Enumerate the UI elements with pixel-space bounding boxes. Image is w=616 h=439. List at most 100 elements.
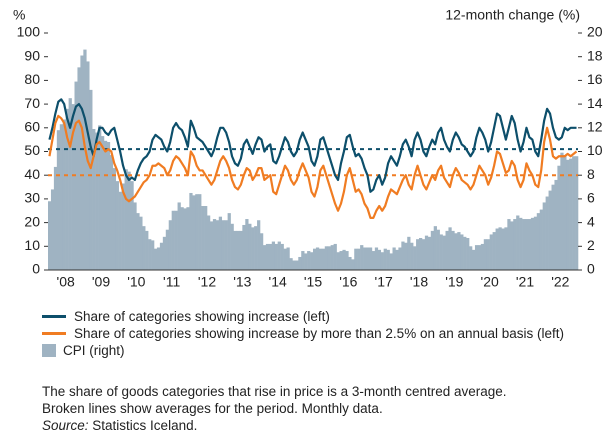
bar bbox=[92, 128, 96, 270]
bar bbox=[566, 159, 570, 270]
bar bbox=[348, 256, 352, 270]
bar bbox=[224, 220, 228, 270]
bar bbox=[221, 220, 225, 270]
bar bbox=[106, 142, 111, 270]
bar bbox=[65, 108, 69, 270]
bar bbox=[201, 206, 205, 270]
bar bbox=[103, 140, 108, 270]
bar bbox=[333, 243, 337, 270]
bar bbox=[233, 230, 237, 270]
x-tick-label: '09 bbox=[92, 274, 110, 290]
y2-tick-label: 2 bbox=[587, 237, 595, 253]
bar bbox=[516, 215, 520, 270]
bar bbox=[392, 247, 396, 270]
bar bbox=[401, 241, 405, 270]
bar bbox=[513, 219, 517, 270]
bar bbox=[489, 234, 493, 270]
bar bbox=[510, 221, 514, 270]
bar bbox=[209, 221, 214, 270]
bar bbox=[548, 190, 552, 270]
note: Broken lines show averages for the perio… bbox=[42, 401, 383, 416]
bar bbox=[115, 181, 119, 270]
bar bbox=[280, 243, 284, 270]
y2-tick-label: 14 bbox=[587, 95, 603, 111]
y-tick-label: 0 bbox=[32, 261, 40, 277]
bar bbox=[492, 232, 496, 270]
y-tick-label: 50 bbox=[24, 142, 40, 158]
bar bbox=[357, 248, 361, 270]
bar bbox=[283, 248, 287, 270]
bar bbox=[298, 256, 302, 270]
bar bbox=[118, 191, 122, 270]
bar bbox=[366, 247, 370, 270]
bar bbox=[109, 155, 114, 270]
bar bbox=[451, 230, 455, 270]
bar bbox=[289, 258, 293, 270]
bar bbox=[342, 249, 346, 270]
bar bbox=[318, 248, 323, 270]
y2-tick-label: 20 bbox=[587, 24, 603, 40]
bar bbox=[339, 251, 343, 270]
bar bbox=[236, 230, 240, 270]
bar bbox=[483, 239, 488, 270]
bar bbox=[50, 189, 55, 270]
bar bbox=[154, 248, 158, 270]
bar bbox=[198, 194, 202, 270]
bar bbox=[124, 169, 128, 270]
x-tick-label: '12 bbox=[198, 274, 216, 290]
bar bbox=[410, 242, 414, 270]
bar bbox=[569, 158, 573, 270]
bar bbox=[71, 104, 75, 270]
bar bbox=[419, 238, 423, 270]
bar bbox=[495, 228, 499, 270]
bar bbox=[83, 49, 87, 271]
bar bbox=[315, 247, 320, 270]
bar bbox=[430, 230, 435, 270]
bar bbox=[371, 251, 376, 270]
bar bbox=[86, 61, 90, 270]
y-tick-label: 30 bbox=[24, 190, 40, 206]
bar bbox=[427, 236, 432, 270]
bar bbox=[421, 239, 426, 270]
bar bbox=[472, 249, 476, 270]
bar bbox=[177, 202, 181, 270]
bar bbox=[245, 219, 249, 270]
bar bbox=[460, 234, 464, 270]
bar bbox=[301, 251, 305, 270]
bar bbox=[48, 201, 52, 270]
bar bbox=[474, 245, 479, 270]
bar bbox=[469, 246, 473, 270]
y-tick-label: 10 bbox=[24, 237, 40, 253]
y-axis-label: % bbox=[13, 7, 25, 23]
source-label: Source: bbox=[42, 418, 89, 433]
bar bbox=[313, 248, 317, 270]
bar bbox=[436, 229, 440, 270]
bar bbox=[295, 260, 299, 270]
bar bbox=[351, 259, 355, 270]
bar bbox=[186, 207, 190, 270]
bar bbox=[148, 239, 152, 270]
bar bbox=[522, 219, 526, 270]
x-tick-label: '20 bbox=[481, 274, 499, 290]
bar bbox=[95, 132, 99, 270]
bar bbox=[354, 248, 358, 270]
bar bbox=[265, 243, 270, 270]
bar bbox=[127, 171, 131, 270]
bar bbox=[389, 253, 393, 270]
bar bbox=[142, 226, 146, 270]
bar bbox=[62, 119, 66, 270]
x-tick-label: '14 bbox=[269, 274, 287, 290]
bar bbox=[254, 226, 258, 270]
bar bbox=[307, 251, 311, 270]
bar bbox=[136, 213, 140, 270]
bar bbox=[292, 260, 296, 270]
chart: % 12-month change (%) 010203040506070809… bbox=[13, 7, 603, 290]
bar bbox=[212, 219, 217, 270]
bar bbox=[227, 213, 231, 270]
bar bbox=[486, 239, 490, 270]
legend-swatch bbox=[42, 315, 66, 318]
bar bbox=[345, 251, 349, 270]
bar bbox=[336, 252, 340, 270]
y2-tick-label: 12 bbox=[587, 119, 603, 135]
